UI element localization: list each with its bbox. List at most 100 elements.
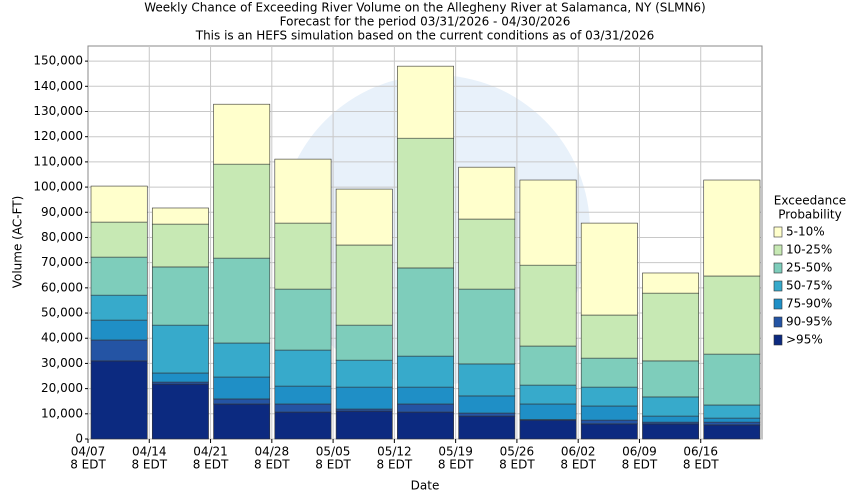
x-tick-label: 8 EDT [131, 458, 167, 472]
y-tick-label: 110,000 [33, 154, 83, 168]
x-tick-label: 8 EDT [683, 458, 719, 472]
bar-segment [642, 415, 700, 423]
bar-segment [274, 288, 332, 351]
bar-segment [335, 359, 393, 388]
x-tick-label: 05/05 [316, 445, 351, 459]
bar-segment [274, 385, 332, 405]
x-tick-label: 8 EDT [315, 458, 351, 472]
bar-segment [213, 103, 271, 165]
bar-segment [580, 423, 638, 440]
y-tick-label: 140,000 [33, 79, 83, 93]
legend-swatch [773, 316, 783, 328]
x-tick-label: 8 EDT [499, 458, 535, 472]
x-tick-label: 8 EDT [438, 458, 474, 472]
bar-segment [642, 292, 700, 362]
bar-segment [519, 264, 577, 347]
y-tick-label: 70,000 [41, 255, 83, 269]
bar-segment [90, 294, 148, 321]
y-tick-label: 150,000 [33, 54, 83, 68]
legend-label: 10-25% [786, 243, 832, 257]
bar-segment [151, 381, 209, 385]
legend-swatch [773, 262, 783, 274]
bar-segment [580, 405, 638, 421]
x-tick-label: 06/16 [683, 445, 718, 459]
x-tick-label: 04/21 [193, 445, 228, 459]
legend-swatch [773, 298, 783, 310]
bar-segment [642, 272, 700, 294]
bar-segment [397, 65, 454, 139]
bar-segment [213, 257, 271, 344]
bar-segment [703, 275, 761, 355]
bar-segment [213, 163, 271, 259]
x-tick-label: 8 EDT [254, 458, 290, 472]
bar-segment [151, 372, 209, 383]
bar-segment [90, 360, 148, 440]
y-tick-label: 100,000 [33, 180, 83, 194]
y-tick-label: 90,000 [41, 205, 83, 219]
bar-segment [397, 403, 454, 413]
bar-segment [642, 396, 700, 417]
x-tick-label: 06/09 [622, 445, 657, 459]
x-tick-label: 06/02 [561, 445, 596, 459]
y-tick-label: 40,000 [41, 331, 83, 345]
bar-segment [274, 403, 332, 413]
x-tick-label: 04/07 [71, 445, 106, 459]
bar-segment [335, 188, 393, 246]
bar-segment [90, 339, 148, 362]
bar-segment [580, 419, 638, 425]
y-tick-label: 120,000 [33, 129, 83, 143]
bar-segment [274, 411, 332, 440]
y-tick-label: 20,000 [41, 381, 83, 395]
bar-segment [213, 342, 271, 378]
chart-title: Weekly Chance of Exceeding River Volume … [144, 1, 706, 15]
y-tick-label: 0 [75, 432, 83, 446]
bar-segment [519, 403, 577, 420]
legend-label: 25-50% [786, 261, 832, 275]
legend-label: 90-95% [786, 315, 832, 329]
chart-subtitle: Forecast for the period 03/31/2026 - 04/… [280, 15, 571, 29]
bar-segment [458, 363, 516, 397]
bar-segment [519, 179, 577, 266]
y-axis-label: Volume (AC-FT) [11, 196, 25, 289]
bar-segment [397, 137, 454, 269]
bar-segment [90, 319, 148, 341]
bar-segment [397, 411, 454, 440]
bar-segment [642, 423, 700, 440]
bar-segment [519, 345, 577, 386]
chart-subtitle: This is an HEFS simulation based on the … [195, 29, 655, 43]
bar-segment [151, 223, 209, 268]
bar-segment [335, 244, 393, 326]
bar-segment [580, 386, 638, 407]
y-tick-label: 60,000 [41, 280, 83, 294]
bar-segment [642, 360, 700, 398]
bar-segment [213, 376, 271, 400]
bar-segment [703, 179, 761, 277]
y-tick-label: 80,000 [41, 230, 83, 244]
bar-segment [703, 353, 761, 406]
legend-title: Probability [778, 208, 841, 222]
x-tick-label: 05/12 [377, 445, 412, 459]
legend-swatch [773, 280, 783, 292]
bar-segment [335, 324, 393, 361]
legend-label: 5-10% [786, 225, 825, 239]
bar-segment [703, 404, 761, 419]
y-tick-label: 50,000 [41, 306, 83, 320]
legend-label: 50-75% [786, 279, 832, 293]
bar-segment [519, 419, 577, 440]
x-tick-label: 8 EDT [193, 458, 229, 472]
bar-segment [458, 218, 516, 290]
bar-segment [90, 185, 148, 223]
bar-segment [458, 415, 516, 440]
legend-swatch [773, 226, 783, 238]
bar-segment [458, 395, 516, 414]
bar-segment [580, 314, 638, 359]
bar-segment [703, 417, 761, 423]
bar-segment [703, 421, 761, 426]
y-tick-label: 130,000 [33, 104, 83, 118]
bar-segment [580, 222, 638, 316]
bar-segment [458, 412, 516, 417]
bar-segment [151, 266, 209, 326]
x-tick-label: 8 EDT [560, 458, 596, 472]
bar-segment [335, 386, 393, 410]
legend-title: Exceedance [774, 194, 846, 208]
